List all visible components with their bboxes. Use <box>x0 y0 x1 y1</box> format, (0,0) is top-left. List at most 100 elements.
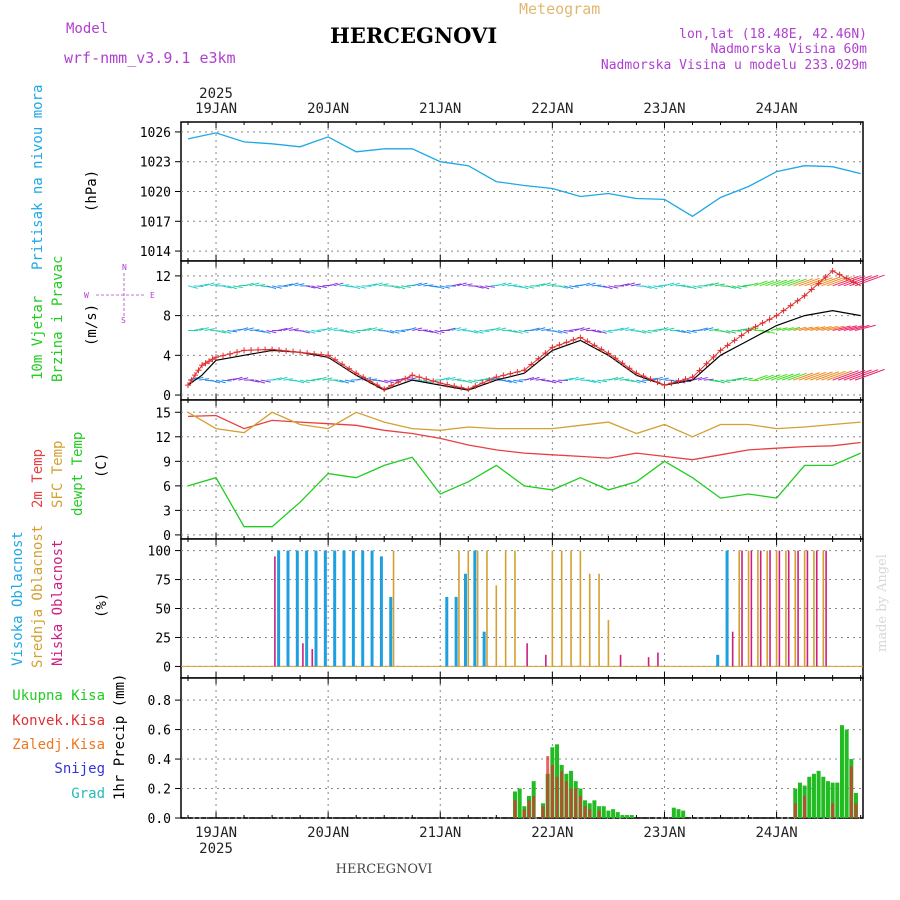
mid-cloud-bar <box>570 550 572 667</box>
low-cloud-bar <box>657 652 659 667</box>
wind-gust-marker <box>234 349 241 356</box>
wind-arrow <box>608 285 619 289</box>
wind-arrow <box>782 327 794 331</box>
high-cloud-bar <box>445 596 449 667</box>
bottom-day-label: 24JAN <box>756 825 798 841</box>
mid-cloud-bar <box>551 550 554 667</box>
conv-precip-bar <box>550 764 554 818</box>
wind-gust-marker <box>220 352 227 359</box>
footer-title: HERCEGNOVI <box>336 862 433 877</box>
wind-arrow <box>344 330 355 334</box>
wind-arrow <box>546 283 557 287</box>
low-cloud-bar <box>797 550 799 667</box>
wind-arrow <box>557 285 568 289</box>
wind-arrow <box>255 330 266 333</box>
wind-arrow <box>350 330 361 334</box>
wind-gust-marker <box>269 346 276 353</box>
wind-gust-marker <box>717 347 724 354</box>
wind-arrow <box>563 377 574 381</box>
high-cloud-bar <box>725 550 729 667</box>
wind-arrow <box>462 283 473 287</box>
wind-arrow <box>199 283 210 287</box>
wind-arrow <box>815 371 840 381</box>
wind-arrow <box>277 285 288 287</box>
low-cloud-bar <box>750 550 753 667</box>
wind-arrow <box>653 285 664 288</box>
cloud-unit: (%) <box>94 593 110 618</box>
wind-gust-marker <box>339 361 346 368</box>
wind-gust-marker <box>486 377 493 384</box>
wind-arrow <box>697 376 708 381</box>
conv-precip-bar <box>541 806 545 818</box>
wind-arrow <box>456 328 468 331</box>
wind-arrow <box>664 282 675 287</box>
wind-arrow <box>849 324 870 331</box>
wind-arrow <box>849 369 879 381</box>
wind-dir-n: N <box>122 263 127 272</box>
wind-arrow <box>513 379 524 383</box>
wind-arrow <box>283 283 294 287</box>
wind-arrow <box>714 283 725 287</box>
wind-gust-marker <box>577 334 584 341</box>
wind-arrow <box>485 285 496 288</box>
wind-dir-s: S <box>121 316 126 325</box>
precip-legend-total: Ukupna Kisa <box>12 688 105 704</box>
mid-cloud-bar <box>775 550 778 667</box>
top-day-label: 20JAN <box>307 101 349 117</box>
wind-gust-marker <box>752 323 759 330</box>
total-precip-bar <box>625 815 630 818</box>
total-precip-bar <box>615 812 620 818</box>
y-tick-label: 0.4 <box>148 753 172 768</box>
wind-arrow <box>333 282 344 287</box>
wind-arrow <box>221 379 232 382</box>
top-day-label: 19JAN <box>195 101 237 117</box>
dewpt-title: dewpt Temp <box>70 432 86 516</box>
wind-gust-marker <box>808 286 815 293</box>
conv-precip-bar <box>560 770 564 818</box>
y-tick-label: 0.8 <box>148 694 171 709</box>
wind-arrow <box>305 285 316 289</box>
wind-arrow <box>770 327 782 331</box>
wind-arrow <box>417 282 428 287</box>
high-cloud-bar <box>482 631 486 667</box>
wind-gust-marker <box>759 320 766 327</box>
y-tick-label: 12 <box>155 431 171 446</box>
wind-arrow <box>328 282 338 287</box>
bottom-day-label: 23JAN <box>643 825 685 841</box>
wind-arrow <box>232 285 243 289</box>
mid-cloud-bar <box>392 550 395 667</box>
model-altitude-label: Nadmorska Visina u modelu 233.029m <box>601 58 867 73</box>
wind-arrow <box>832 325 851 331</box>
wind-arrow <box>597 330 607 334</box>
panel-4: 0.0 0.2 0.4 0.6 0.8 <box>148 677 864 827</box>
y-tick-label: 6 <box>163 480 171 495</box>
wind-unit: (m/s) <box>84 304 100 346</box>
low-cloud-bar <box>778 550 781 667</box>
precip-unit: 1hr Precip (mm) <box>112 674 128 800</box>
wind-arrow <box>518 330 529 334</box>
wind-gust-marker <box>325 352 332 359</box>
wind-arrow <box>832 370 859 381</box>
low-cloud-bar <box>806 550 809 667</box>
wind-arrow <box>529 376 540 381</box>
wind-arrow <box>434 285 445 290</box>
total-precip-bar <box>835 782 840 818</box>
wind-arrow <box>204 328 215 331</box>
wind-arrow <box>541 282 551 287</box>
total-precip-bar <box>601 806 606 818</box>
mid-cloud-title: Srednja Oblacnost <box>30 525 46 668</box>
mid-cloud-bar <box>476 550 479 667</box>
wind-arrow <box>400 285 411 288</box>
panel-frame <box>180 399 864 540</box>
high-cloud-bar <box>389 596 393 667</box>
wind-gust-marker <box>458 384 465 391</box>
precip-legend-graupel: Grad <box>71 786 105 802</box>
station-title: HERCEGNOVI <box>330 23 497 48</box>
wind-arrow <box>283 327 294 331</box>
wind-arrow <box>479 377 490 381</box>
total-precip-bar <box>629 815 634 818</box>
low-cloud-bar <box>311 649 314 667</box>
wind-gust-marker <box>353 370 360 377</box>
y-tick-label: 1014 <box>140 245 171 260</box>
conv-precip-bar <box>522 809 526 818</box>
